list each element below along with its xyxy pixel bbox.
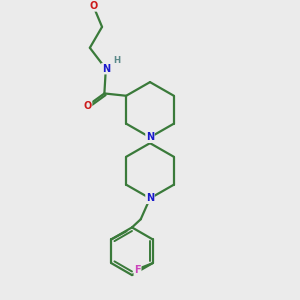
- Text: N: N: [102, 64, 110, 74]
- Text: F: F: [134, 265, 141, 275]
- Text: N: N: [146, 132, 154, 142]
- Text: H: H: [113, 56, 120, 65]
- Text: O: O: [83, 100, 92, 111]
- Text: O: O: [89, 1, 98, 11]
- Text: N: N: [146, 194, 154, 203]
